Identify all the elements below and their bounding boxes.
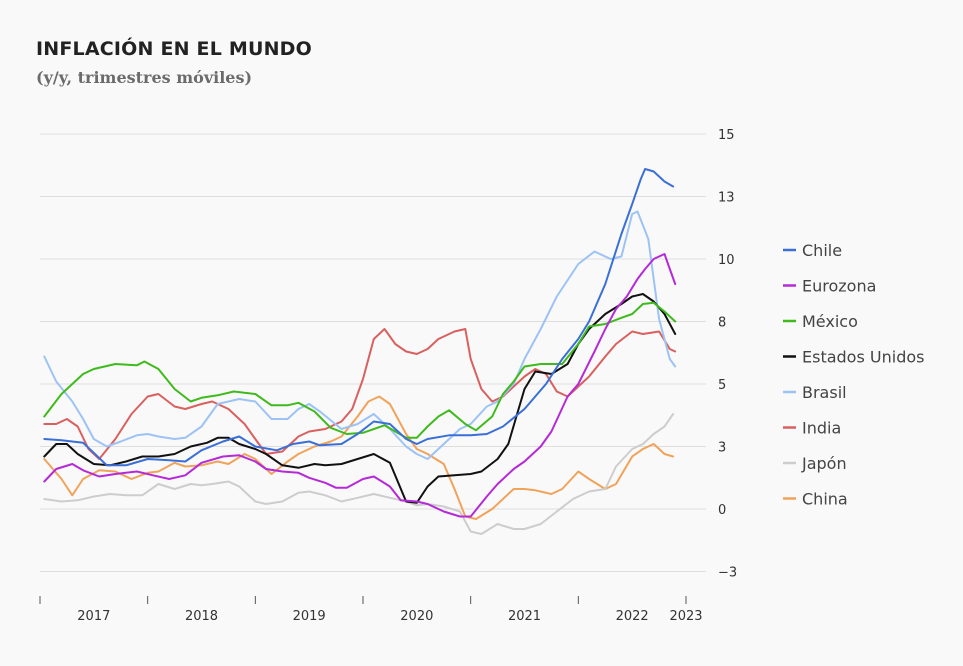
- series-line-brasil: [43, 210, 677, 460]
- series-line-mexico: [43, 301, 677, 439]
- x-tick-label: 2019: [293, 609, 326, 624]
- y-tick-label: 8: [718, 316, 726, 331]
- legend-label: Eurozona: [802, 277, 876, 296]
- series-line-india: [43, 328, 677, 460]
- chart-title: INFLACIÓN EN EL MUNDO: [36, 38, 312, 60]
- legend-label: India: [802, 419, 841, 438]
- gridlines: [40, 133, 706, 572]
- x-axis: 2017 2018 2019 2020 2021 2022 2023: [39, 596, 706, 624]
- legend-label: China: [802, 490, 848, 509]
- series-lines: [43, 168, 677, 535]
- y-tick-label: 10: [718, 253, 735, 268]
- legend-label: Chile: [802, 241, 842, 260]
- y-tick-label: 0: [718, 503, 726, 518]
- x-tick-label: 2021: [508, 609, 541, 624]
- y-tick-label: 13: [718, 191, 735, 206]
- legend-label: México: [802, 312, 858, 331]
- x-tick-label: 2023: [669, 609, 702, 624]
- chart-subtitle: (y/y, trimestres móviles): [36, 68, 253, 87]
- legend-label: Estados Unidos: [802, 348, 924, 367]
- series-line-chile: [43, 168, 675, 467]
- x-tick-label: 2022: [616, 609, 649, 624]
- series-line-eurozona: [43, 253, 677, 518]
- y-tick-label: 5: [718, 378, 726, 393]
- x-tick-label: 2017: [77, 609, 110, 624]
- y-axis-ticks: 15 13 10 8 5 3 0 −3: [718, 128, 737, 581]
- y-tick-label: −3: [718, 566, 737, 581]
- y-tick-label: 15: [718, 128, 735, 143]
- x-tick-label: 2018: [185, 609, 218, 624]
- x-tick-label: 2020: [400, 609, 433, 624]
- series-line-china: [43, 395, 675, 520]
- series-line-japon: [43, 413, 675, 535]
- legend-label: Japón: [801, 454, 847, 473]
- y-tick-label: 3: [718, 441, 726, 456]
- legend-label: Brasil: [802, 383, 847, 402]
- legend: Chile Eurozona México Estados Unidos Brasil I…: [783, 241, 924, 509]
